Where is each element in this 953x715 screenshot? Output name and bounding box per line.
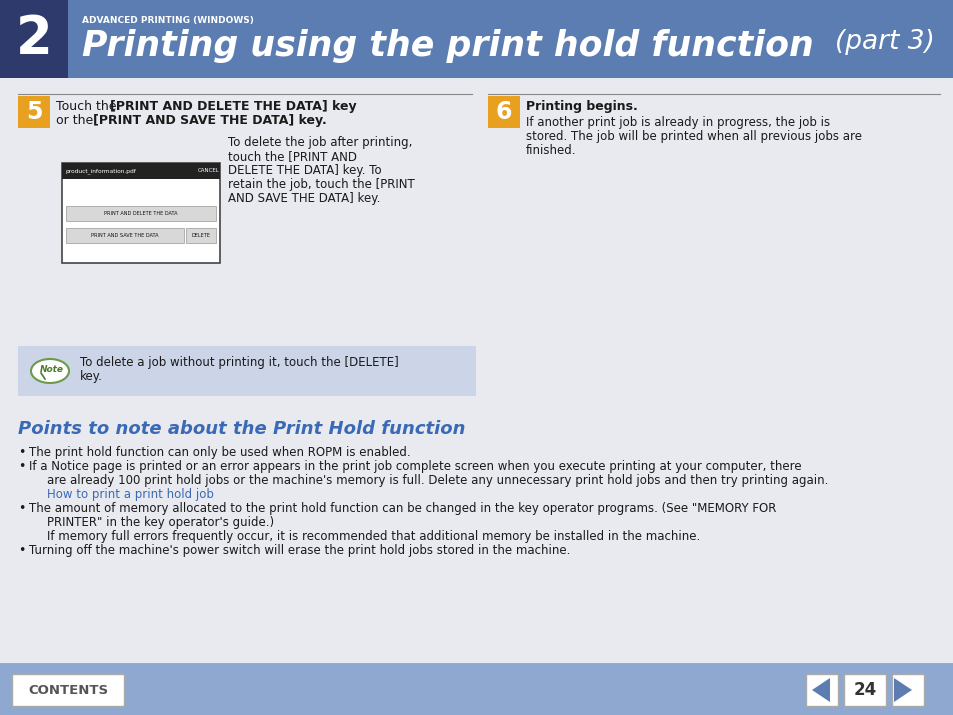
Text: Printing using the print hold function: Printing using the print hold function (82, 29, 813, 63)
Text: CONTENTS: CONTENTS (28, 684, 108, 696)
Text: Turning off the machine's power switch will erase the print hold jobs stored in : Turning off the machine's power switch w… (29, 544, 570, 557)
Text: key.: key. (80, 370, 103, 383)
Polygon shape (811, 678, 829, 702)
FancyBboxPatch shape (0, 0, 953, 78)
Text: •: • (18, 544, 26, 557)
FancyBboxPatch shape (18, 346, 476, 396)
Text: stored. The job will be printed when all previous jobs are: stored. The job will be printed when all… (525, 130, 862, 143)
Text: retain the job, touch the [PRINT: retain the job, touch the [PRINT (228, 178, 415, 191)
Text: touch the [PRINT AND: touch the [PRINT AND (228, 150, 356, 163)
Text: [PRINT AND SAVE THE DATA] key.: [PRINT AND SAVE THE DATA] key. (92, 114, 327, 127)
Text: •: • (18, 502, 26, 515)
Text: 2: 2 (15, 13, 52, 65)
Text: are already 100 print hold jobs or the machine's memory is full. Delete any unne: are already 100 print hold jobs or the m… (47, 474, 827, 487)
FancyBboxPatch shape (12, 674, 124, 706)
Text: (part 3): (part 3) (834, 29, 934, 55)
FancyBboxPatch shape (62, 163, 220, 263)
FancyBboxPatch shape (186, 228, 215, 243)
Text: PRINTER" in the key operator's guide.): PRINTER" in the key operator's guide.) (47, 516, 274, 529)
Text: To delete a job without printing it, touch the [DELETE]: To delete a job without printing it, tou… (80, 356, 398, 369)
Text: DELETE: DELETE (192, 233, 211, 238)
FancyBboxPatch shape (0, 78, 953, 715)
Text: If memory full errors frequently occur, it is recommended that additional memory: If memory full errors frequently occur, … (47, 530, 700, 543)
Text: 5: 5 (26, 100, 42, 124)
FancyBboxPatch shape (66, 228, 184, 243)
FancyBboxPatch shape (805, 674, 837, 706)
Text: •: • (18, 460, 26, 473)
Text: Note: Note (40, 365, 64, 373)
Text: •: • (18, 446, 26, 459)
Text: CANCEL: CANCEL (198, 169, 219, 174)
Text: How to print a print hold job: How to print a print hold job (47, 488, 213, 501)
FancyBboxPatch shape (488, 96, 519, 128)
FancyBboxPatch shape (0, 663, 953, 715)
Text: product_information.pdf: product_information.pdf (66, 168, 136, 174)
Ellipse shape (30, 359, 69, 383)
Text: finished.: finished. (525, 144, 576, 157)
FancyBboxPatch shape (66, 206, 215, 221)
Text: [PRINT AND DELETE THE DATA] key: [PRINT AND DELETE THE DATA] key (110, 100, 356, 113)
FancyBboxPatch shape (891, 674, 923, 706)
FancyBboxPatch shape (843, 674, 885, 706)
Text: Printing begins.: Printing begins. (525, 100, 638, 113)
Text: To delete the job after printing,: To delete the job after printing, (228, 136, 412, 149)
Text: If another print job is already in progress, the job is: If another print job is already in progr… (525, 116, 829, 129)
Text: AND SAVE THE DATA] key.: AND SAVE THE DATA] key. (228, 192, 380, 205)
FancyBboxPatch shape (62, 163, 220, 179)
Text: Touch the: Touch the (56, 100, 120, 113)
Text: DELETE THE DATA] key. To: DELETE THE DATA] key. To (228, 164, 381, 177)
Text: Points to note about the Print Hold function: Points to note about the Print Hold func… (18, 420, 465, 438)
FancyBboxPatch shape (18, 96, 50, 128)
Text: If a Notice page is printed or an error appears in the print job complete screen: If a Notice page is printed or an error … (29, 460, 801, 473)
Text: The print hold function can only be used when ROPM is enabled.: The print hold function can only be used… (29, 446, 410, 459)
Text: 6: 6 (496, 100, 512, 124)
Text: The amount of memory allocated to the print hold function can be changed in the : The amount of memory allocated to the pr… (29, 502, 776, 515)
Text: ADVANCED PRINTING (WINDOWS): ADVANCED PRINTING (WINDOWS) (82, 16, 253, 25)
Text: or the: or the (56, 114, 97, 127)
FancyBboxPatch shape (0, 0, 68, 78)
Text: PRINT AND DELETE THE DATA: PRINT AND DELETE THE DATA (104, 211, 177, 216)
Text: 24: 24 (853, 681, 876, 699)
Polygon shape (893, 678, 911, 702)
Text: PRINT AND SAVE THE DATA: PRINT AND SAVE THE DATA (91, 233, 158, 238)
